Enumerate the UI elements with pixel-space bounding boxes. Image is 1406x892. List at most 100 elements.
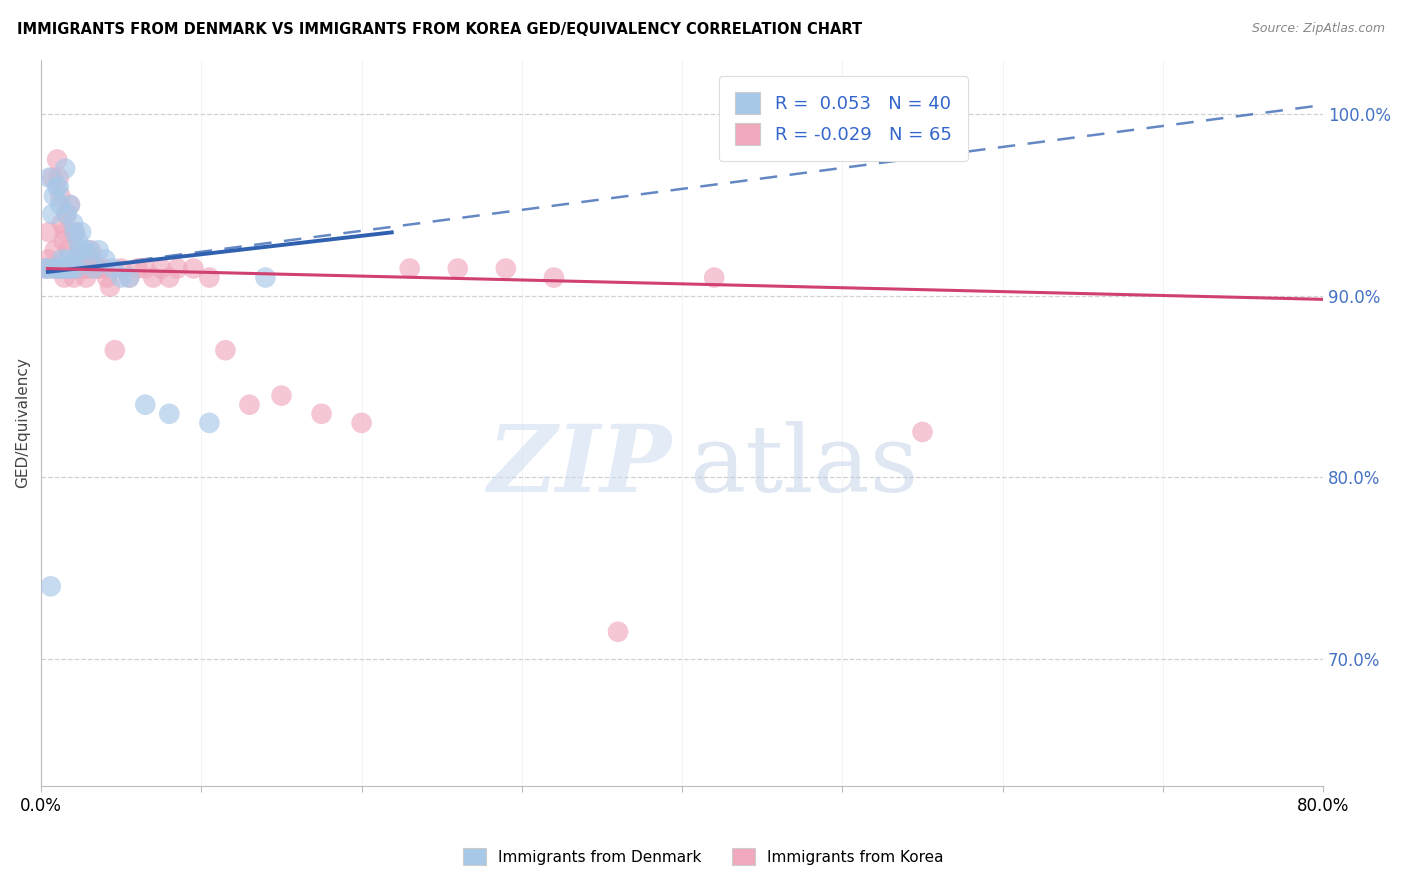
Point (60, 261, 83, 276)
Point (52, 261, 75, 276)
Point (86, 261, 108, 276)
Point (311, 407, 333, 421)
Point (72, 261, 94, 276)
Point (62, 261, 84, 276)
Point (350, 416, 373, 430)
Point (98, 279, 121, 293)
Point (56, 261, 79, 276)
Point (53, 270, 76, 285)
Point (55, 207, 77, 221)
Legend: Immigrants from Denmark, Immigrants from Korea: Immigrants from Denmark, Immigrants from… (457, 842, 949, 871)
Point (65, 261, 87, 276)
Point (118, 270, 141, 285)
Point (46, 261, 69, 276)
Point (73, 244, 96, 258)
Point (73, 261, 96, 276)
Point (63, 225, 86, 239)
Point (127, 261, 149, 276)
Point (83, 261, 105, 276)
Point (62, 216, 84, 230)
Point (254, 270, 277, 285)
Point (65, 252, 87, 267)
Point (35, 261, 58, 276)
Point (94, 252, 117, 267)
Point (66, 234, 89, 248)
Point (70, 252, 93, 267)
Point (142, 270, 165, 285)
Text: atlas: atlas (689, 421, 918, 511)
Point (58, 244, 80, 258)
Point (63, 270, 86, 285)
Point (38, 225, 60, 239)
Point (44, 244, 66, 258)
Point (46, 261, 69, 276)
Point (60, 261, 83, 276)
Point (63, 225, 86, 239)
Point (46, 179, 69, 194)
Point (55, 261, 77, 276)
Point (55, 207, 77, 221)
Point (150, 261, 173, 276)
Point (495, 261, 517, 276)
Point (58, 261, 80, 276)
Point (166, 261, 188, 276)
Point (56, 252, 79, 267)
Point (543, 270, 565, 285)
Point (183, 261, 205, 276)
Point (41, 261, 63, 276)
Point (52, 234, 75, 248)
Point (48, 170, 70, 185)
Text: Source: ZipAtlas.com: Source: ZipAtlas.com (1251, 22, 1385, 36)
Point (69, 244, 91, 258)
Point (270, 389, 292, 403)
Point (214, 343, 236, 358)
Point (157, 270, 180, 285)
Point (44, 261, 66, 276)
Point (59, 261, 82, 276)
Point (39, 579, 62, 593)
Text: IMMIGRANTS FROM DENMARK VS IMMIGRANTS FROM KOREA GED/EQUIVALENCY CORRELATION CHA: IMMIGRANTS FROM DENMARK VS IMMIGRANTS FR… (17, 22, 862, 37)
Point (41, 207, 63, 221)
Point (198, 270, 221, 285)
Point (607, 624, 630, 639)
Point (76, 261, 98, 276)
Point (66, 261, 89, 276)
Point (110, 270, 132, 285)
Point (89, 261, 111, 276)
Point (398, 261, 420, 276)
Point (49, 261, 72, 276)
Point (51, 252, 73, 267)
Point (49, 189, 72, 203)
Point (37, 261, 59, 276)
Point (37, 252, 59, 267)
Point (75, 270, 97, 285)
Point (77, 244, 100, 258)
Point (48, 261, 70, 276)
Point (93, 261, 115, 276)
Point (82, 252, 104, 267)
Point (238, 398, 260, 412)
Point (42, 189, 65, 203)
Point (65, 261, 87, 276)
Point (118, 270, 141, 285)
Point (41, 170, 63, 185)
Point (157, 407, 180, 421)
Point (51, 216, 73, 230)
Point (46, 153, 69, 167)
Point (49, 198, 72, 212)
Point (96, 270, 118, 285)
Legend: R =  0.053   N = 40, R = -0.029   N = 65: R = 0.053 N = 40, R = -0.029 N = 65 (718, 76, 967, 161)
Point (69, 244, 91, 258)
Point (59, 198, 82, 212)
Point (447, 261, 470, 276)
Point (104, 343, 127, 358)
Point (80, 244, 103, 258)
Point (134, 261, 156, 276)
Point (70, 225, 93, 239)
Point (911, 425, 934, 439)
Text: ZIP: ZIP (488, 421, 672, 511)
Point (59, 198, 82, 212)
Point (83, 261, 105, 276)
Point (87, 244, 110, 258)
Point (703, 270, 725, 285)
